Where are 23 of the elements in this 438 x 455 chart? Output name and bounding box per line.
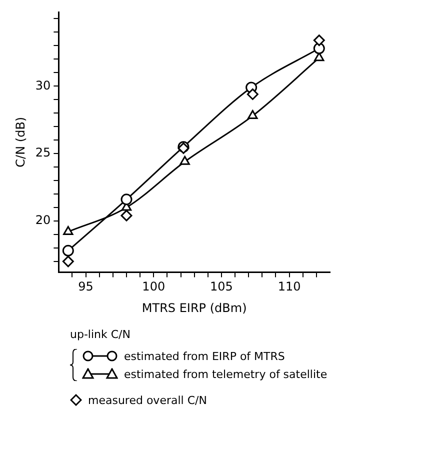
point [62, 256, 74, 268]
y-axis-title: C/N (dB) [13, 116, 28, 168]
y-tick-label: 25 [35, 146, 51, 160]
point [120, 194, 132, 206]
x-tick-label: 110 [278, 280, 301, 294]
point [313, 42, 325, 54]
x-tick-label: 100 [142, 280, 166, 294]
point [120, 210, 132, 222]
point [63, 226, 74, 236]
legend-label: measured overall C/N [88, 394, 207, 406]
y-tick-label: 20 [35, 213, 51, 228]
x-tick-label: 95 [78, 280, 94, 294]
x-axis-title: MTRS EIRP (dBm) [142, 300, 247, 315]
point [248, 110, 258, 120]
x-tick-label: 105 [210, 280, 233, 294]
legend-title: up-link C/N [70, 328, 132, 341]
point [62, 244, 74, 256]
point [313, 34, 325, 46]
y-tick-label: 30 [35, 78, 51, 92]
legend-label: estimated from EIRP of MTRS [124, 350, 285, 362]
point [180, 156, 190, 165]
legend-label: estimated from telemetry of satellite [124, 368, 328, 380]
point [246, 88, 258, 100]
